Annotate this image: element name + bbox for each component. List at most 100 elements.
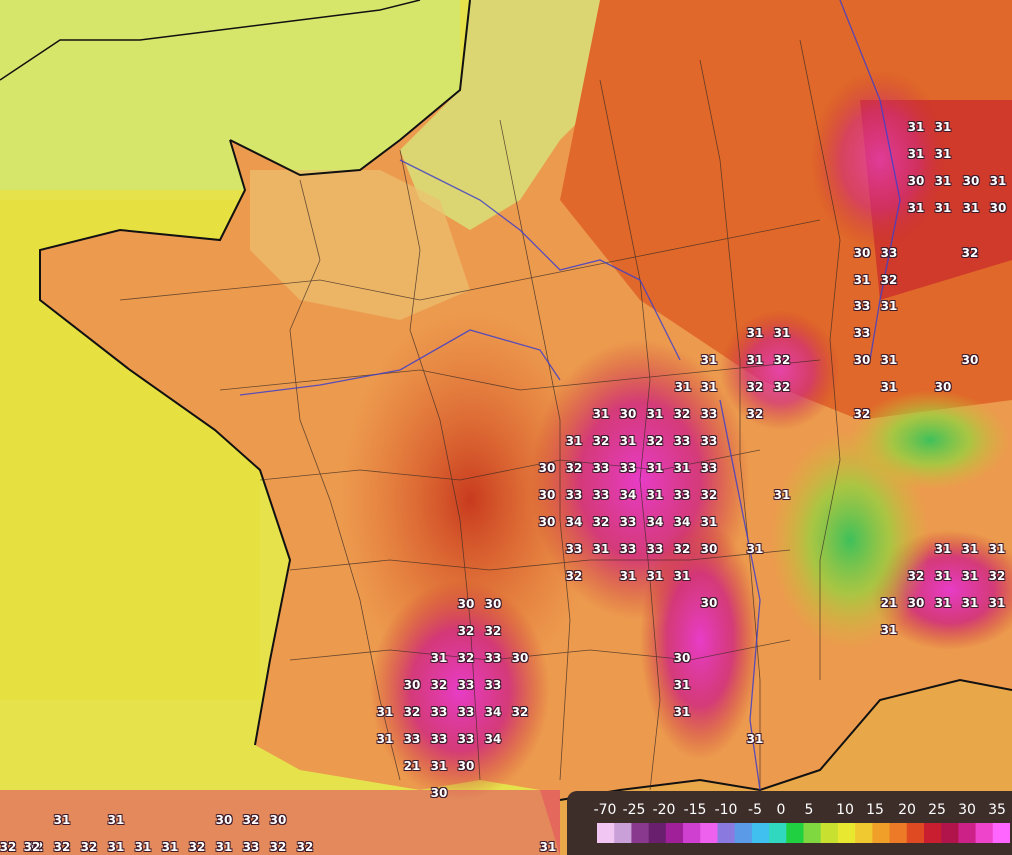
legend-color-swatch bbox=[769, 823, 787, 843]
temperature-label: 31 bbox=[107, 840, 125, 854]
temperature-label: 32 bbox=[773, 353, 791, 367]
temperature-label: 31 bbox=[673, 569, 691, 583]
temperature-label: 32 bbox=[961, 246, 979, 260]
temperature-label: 30 bbox=[934, 380, 952, 394]
temperature-label: 33 bbox=[457, 705, 475, 719]
legend-color-swatch bbox=[717, 823, 736, 843]
temperature-label: 32 bbox=[430, 678, 448, 692]
temperature-label: 31 bbox=[646, 488, 664, 502]
legend-color-swatch bbox=[941, 823, 959, 843]
legend-tick: 35 bbox=[988, 802, 1006, 818]
temperature-label: 33 bbox=[430, 705, 448, 719]
temperature-label: 32 bbox=[565, 569, 583, 583]
legend-tick: -5 bbox=[748, 802, 762, 818]
temperature-label: 31 bbox=[961, 542, 979, 556]
legend-color-swatch bbox=[992, 823, 1010, 843]
legend-tick: 20 bbox=[898, 802, 916, 818]
temperature-label: 31 bbox=[880, 299, 898, 313]
temperature-label: 31 bbox=[161, 840, 179, 854]
legend-tick: -15 bbox=[683, 802, 707, 818]
temperature-label: 33 bbox=[700, 434, 718, 448]
temperature-label: 32 bbox=[646, 434, 664, 448]
temperature-label: 32 bbox=[592, 434, 610, 448]
temperature-label: 31 bbox=[907, 201, 925, 215]
color-legend: -70 -25 -20 -15 -10 -5 0 5 10 15 20 25 30 35 bbox=[567, 791, 1012, 855]
temperature-label: 32 bbox=[0, 840, 17, 854]
temperature-label: 33 bbox=[853, 299, 871, 313]
legend-color-swatch bbox=[786, 823, 805, 843]
temperature-label: 32 bbox=[188, 840, 206, 854]
temperature-label: 31 bbox=[961, 596, 979, 610]
temperature-label: 34 bbox=[484, 732, 502, 746]
temperature-label: 31 bbox=[773, 488, 791, 502]
temperature-label: 31 bbox=[746, 542, 764, 556]
temperature-label: 32 bbox=[853, 407, 871, 421]
temperature-label: 33 bbox=[646, 542, 664, 556]
legend-color-bar bbox=[597, 823, 1010, 843]
temperature-label: 33 bbox=[619, 461, 637, 475]
temperature-label: 32 bbox=[80, 840, 98, 854]
temperature-label: 33 bbox=[592, 461, 610, 475]
temperature-label: 31 bbox=[773, 326, 791, 340]
temperature-label: 30 bbox=[962, 174, 980, 188]
temperature-label: 30 bbox=[538, 461, 556, 475]
temperature-label: 31 bbox=[646, 461, 664, 475]
temperature-label: 31 bbox=[880, 380, 898, 394]
temperature-label: 31 bbox=[376, 732, 394, 746]
temperature-label: 32 bbox=[746, 380, 764, 394]
legend-color-swatch bbox=[683, 823, 701, 843]
temperature-label: 32 bbox=[592, 515, 610, 529]
temperature-label: 32 bbox=[700, 488, 718, 502]
legend-tick: 25 bbox=[928, 802, 946, 818]
temperature-label: 32 bbox=[457, 624, 475, 638]
temperature-label: 32 bbox=[23, 840, 41, 854]
legend-tick: -70 bbox=[593, 802, 617, 818]
legend-color-swatch bbox=[889, 823, 908, 843]
legend-color-swatch bbox=[820, 823, 839, 843]
temperature-label: 30 bbox=[989, 201, 1007, 215]
temperature-label: 31 bbox=[934, 120, 952, 134]
legend-color-swatch bbox=[855, 823, 873, 843]
legend-color-swatch bbox=[665, 823, 684, 843]
temperature-label: 31 bbox=[107, 813, 125, 827]
temperature-label: 34 bbox=[484, 705, 502, 719]
temperature-label: 31 bbox=[646, 407, 664, 421]
temperature-label: 33 bbox=[700, 461, 718, 475]
temperature-label: 31 bbox=[989, 174, 1007, 188]
temperature-label: 30 bbox=[484, 597, 502, 611]
legend-color-swatch bbox=[958, 823, 977, 843]
legend-color-swatch bbox=[648, 823, 667, 843]
temperature-label: 30 bbox=[853, 353, 871, 367]
legend-color-swatch bbox=[906, 823, 925, 843]
legend-color-swatch bbox=[597, 823, 615, 843]
legend-color-swatch bbox=[872, 823, 891, 843]
temperature-label: 31 bbox=[134, 840, 152, 854]
temperature-label: 31 bbox=[934, 174, 952, 188]
temperature-label: 31 bbox=[934, 147, 952, 161]
temperature-label: 31 bbox=[430, 651, 448, 665]
temperature-label: 31 bbox=[673, 461, 691, 475]
temperature-label: 33 bbox=[565, 542, 583, 556]
temperature-label: 33 bbox=[880, 246, 898, 260]
temperature-label: 21 bbox=[880, 596, 898, 610]
legend-tick-labels: -70 -25 -20 -15 -10 -5 0 5 10 15 20 25 30 35 bbox=[589, 802, 1009, 818]
temperature-label: 32 bbox=[457, 651, 475, 665]
temperature-label: 31 bbox=[619, 569, 637, 583]
legend-color-swatch bbox=[975, 823, 994, 843]
temperature-label: 31 bbox=[700, 353, 718, 367]
temperature-label: 31 bbox=[988, 596, 1006, 610]
temperature-label: 31 bbox=[746, 353, 764, 367]
temperature-label: 30 bbox=[853, 246, 871, 260]
legend-color-swatch bbox=[734, 823, 753, 843]
temperature-label: 32 bbox=[746, 407, 764, 421]
temperature-label: 31 bbox=[700, 380, 718, 394]
temperature-label: 34 bbox=[673, 515, 691, 529]
temperature-label: 30 bbox=[907, 596, 925, 610]
temperature-label: 31 bbox=[934, 542, 952, 556]
temperature-label: 33 bbox=[403, 732, 421, 746]
temperature-label: 30 bbox=[907, 174, 925, 188]
temperature-label: 32 bbox=[26, 840, 44, 854]
temperature-label: 31 bbox=[215, 840, 233, 854]
temperature-label: 31 bbox=[430, 759, 448, 773]
